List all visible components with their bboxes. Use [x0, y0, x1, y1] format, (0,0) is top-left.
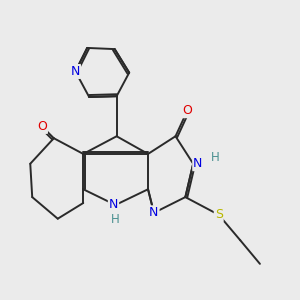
Text: S: S	[215, 208, 223, 221]
Text: N: N	[193, 157, 203, 170]
Text: N: N	[71, 65, 80, 78]
Text: H: H	[210, 152, 219, 164]
Text: O: O	[37, 120, 47, 133]
Text: N: N	[109, 199, 118, 212]
Text: N: N	[149, 206, 159, 219]
Text: H: H	[111, 213, 120, 226]
Text: O: O	[182, 104, 192, 117]
